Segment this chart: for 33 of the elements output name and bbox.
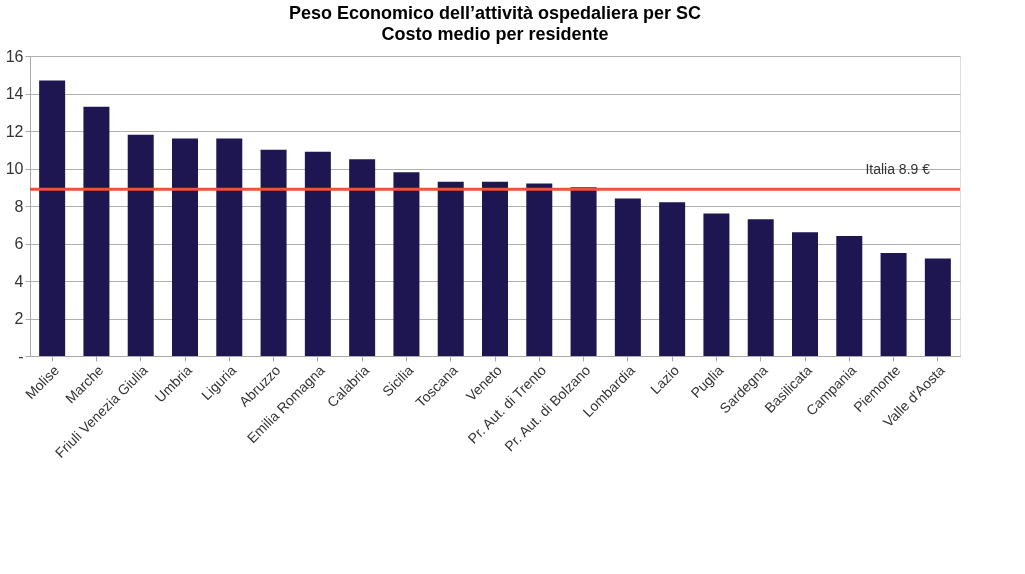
ref-line-label: Italia 8.9 €	[865, 161, 931, 178]
bar	[659, 202, 686, 356]
bar	[127, 134, 154, 356]
y-tick-label: 8	[14, 197, 24, 215]
bar	[703, 213, 730, 356]
y-tick-label: 6	[14, 235, 24, 252]
y-tick-label: 12	[5, 122, 24, 140]
bar	[836, 236, 863, 356]
bar	[526, 183, 553, 356]
bar	[924, 258, 951, 356]
y-tick-label: 2	[14, 310, 24, 327]
y-tick-label: 4	[14, 272, 24, 290]
bar	[216, 138, 243, 356]
bar	[304, 151, 331, 356]
bar	[792, 232, 818, 356]
chart-subtitle: Costo medio per residente	[381, 24, 609, 44]
bar	[349, 159, 376, 356]
y-tick-label: 14	[5, 85, 24, 102]
bar	[482, 181, 508, 356]
bar	[393, 172, 420, 356]
bar	[570, 187, 597, 356]
bar	[437, 181, 464, 356]
bar	[83, 106, 110, 356]
bar	[614, 198, 641, 356]
y-tick-label: 10	[5, 160, 24, 177]
bar	[172, 138, 198, 356]
bar	[39, 80, 66, 356]
bar	[260, 149, 287, 356]
bar	[880, 252, 907, 356]
y-tick-label: 16	[5, 47, 24, 65]
chart-title: Peso Economico dell’attività ospedaliera per SC	[288, 3, 702, 23]
y-tick-label: -	[18, 347, 24, 365]
bar	[747, 219, 774, 356]
